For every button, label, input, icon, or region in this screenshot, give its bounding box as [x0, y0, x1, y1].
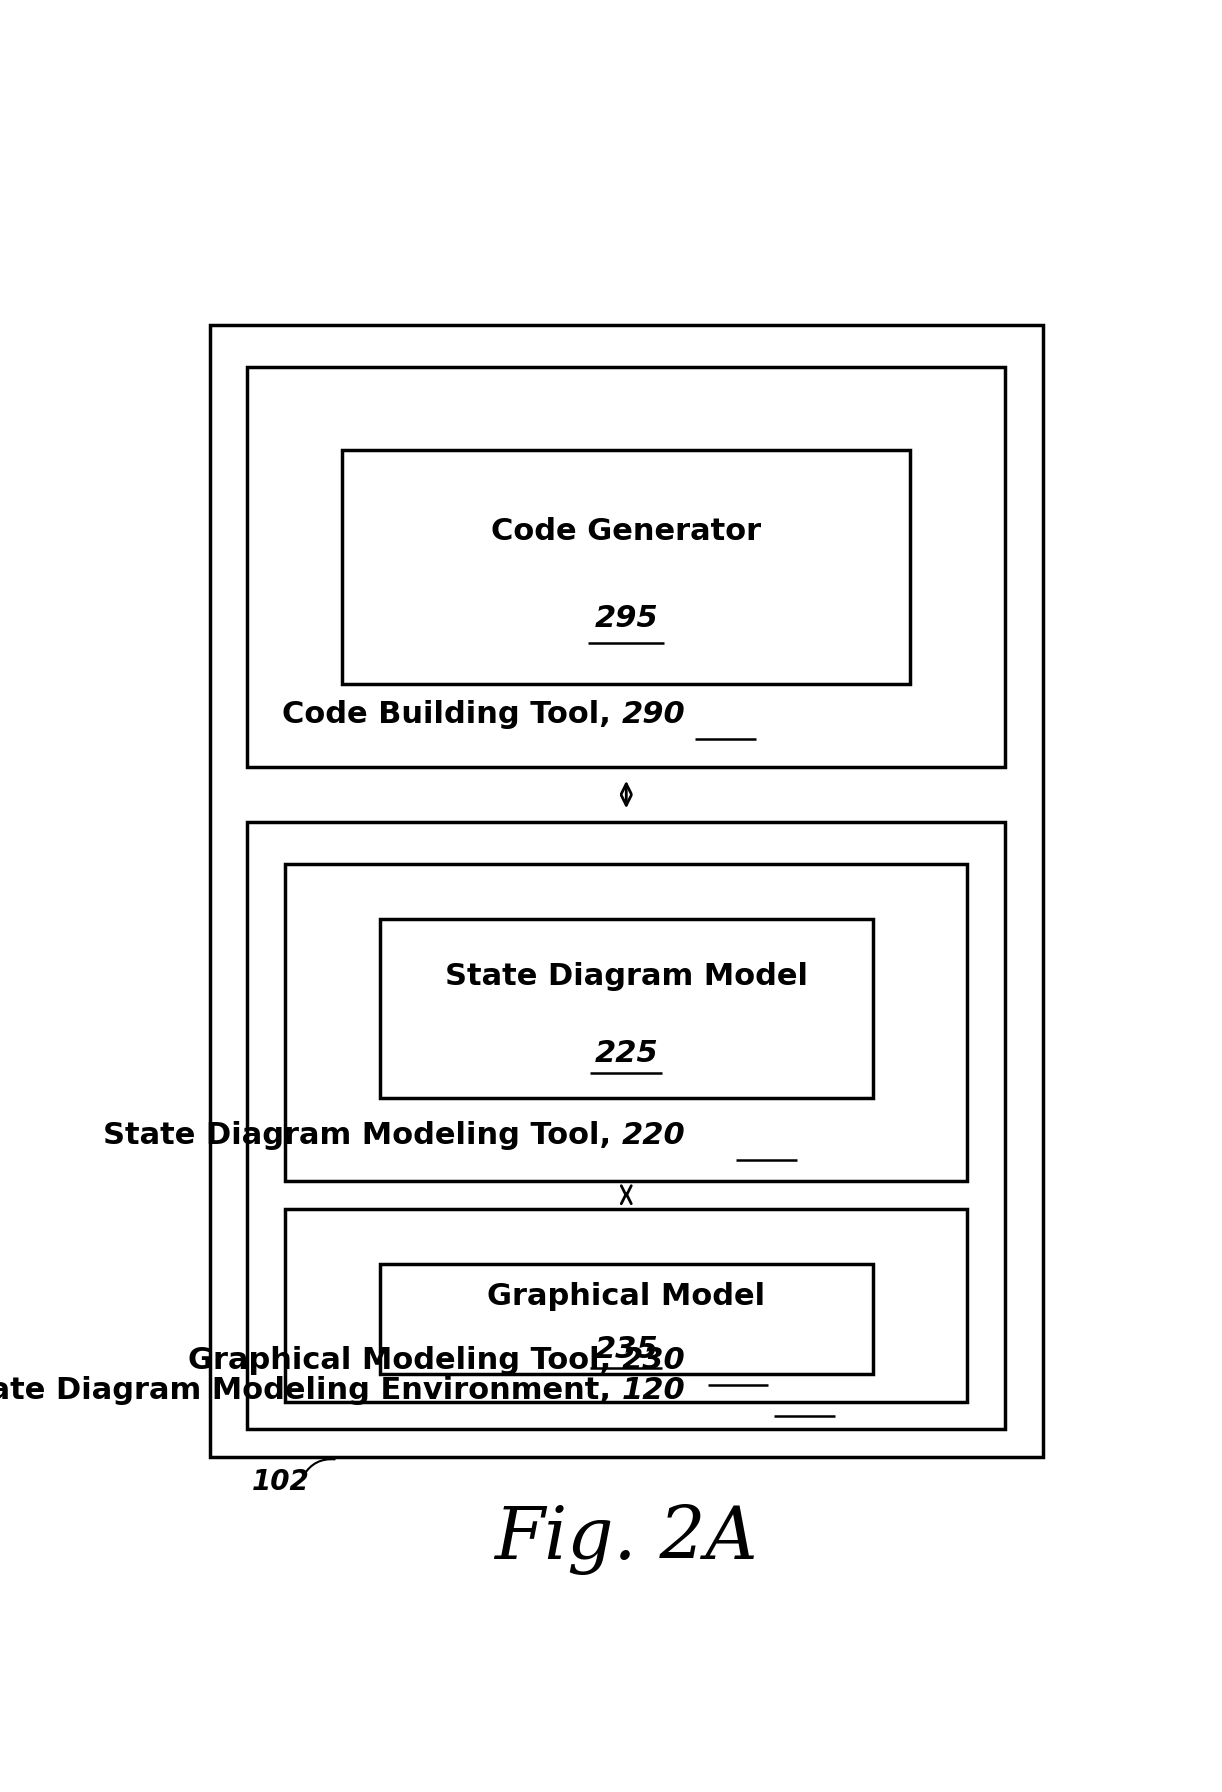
- FancyBboxPatch shape: [380, 1263, 873, 1374]
- Text: State Diagram Modeling Environment,: State Diagram Modeling Environment,: [0, 1376, 622, 1405]
- FancyBboxPatch shape: [286, 864, 968, 1181]
- FancyBboxPatch shape: [247, 367, 1004, 767]
- FancyBboxPatch shape: [210, 326, 1042, 1457]
- Text: Code Generator: Code Generator: [491, 518, 761, 547]
- Text: 225: 225: [594, 1039, 659, 1068]
- Text: 102: 102: [252, 1468, 309, 1496]
- Text: Graphical Model: Graphical Model: [488, 1283, 765, 1312]
- Text: 230: 230: [622, 1346, 686, 1374]
- Text: 235: 235: [594, 1335, 659, 1364]
- Text: 295: 295: [594, 604, 659, 633]
- Text: 290: 290: [622, 701, 686, 729]
- FancyBboxPatch shape: [286, 1208, 968, 1401]
- FancyBboxPatch shape: [247, 823, 1004, 1430]
- Text: 220: 220: [622, 1120, 686, 1150]
- Text: State Diagram Model: State Diagram Model: [445, 962, 808, 991]
- Text: State Diagram Modeling Tool,: State Diagram Modeling Tool,: [103, 1120, 622, 1150]
- Text: Code Building Tool,: Code Building Tool,: [282, 701, 622, 729]
- Text: 120: 120: [622, 1376, 686, 1405]
- Text: Graphical Modeling Tool,: Graphical Modeling Tool,: [188, 1346, 622, 1374]
- FancyBboxPatch shape: [342, 450, 910, 685]
- FancyBboxPatch shape: [380, 919, 873, 1098]
- Text: Fig. 2A: Fig. 2A: [495, 1503, 758, 1575]
